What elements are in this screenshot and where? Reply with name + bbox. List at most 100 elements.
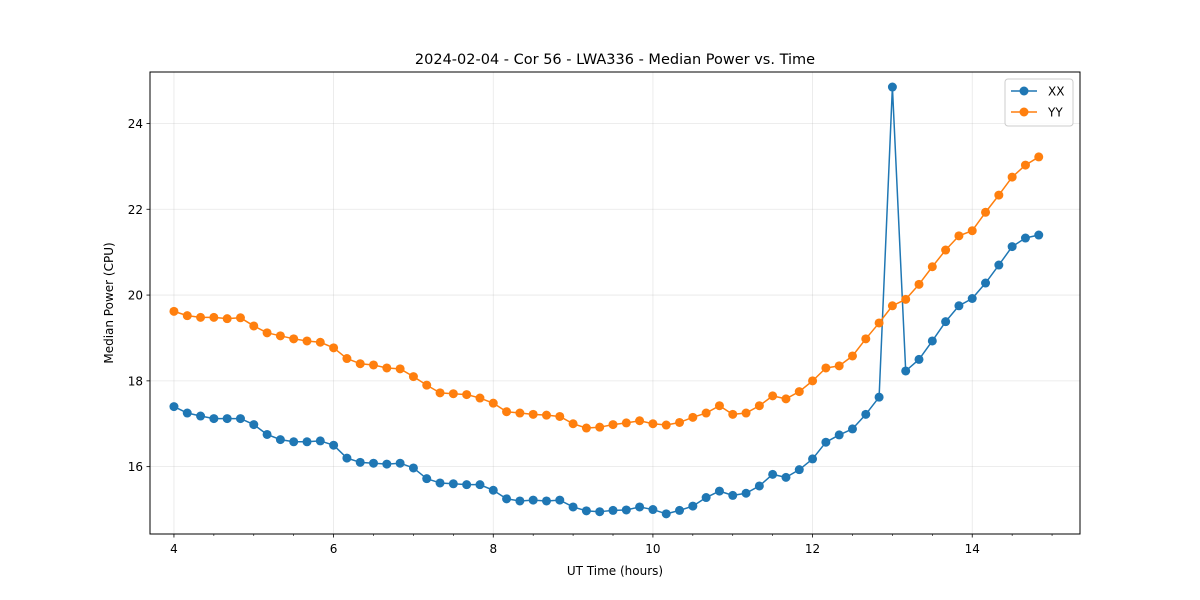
series-yy-point [728,409,738,419]
series-yy-point [981,207,991,217]
plot-frame [149,71,1081,535]
series-xx-point [435,478,445,488]
series-yy-point [555,411,565,421]
series-xx-point [262,429,272,439]
series-xx-point [821,437,831,447]
series-yy-point [196,312,206,322]
series-xx-point [874,392,884,402]
x-tick-label: 8 [489,542,497,556]
series-xx-point [701,493,711,503]
series-xx-point [462,480,472,490]
series-yy-point [808,376,818,386]
series-yy-point [289,334,299,344]
series-yy-point [781,394,791,404]
y-tick-label: 16 [128,460,143,474]
series-yy [169,152,1044,433]
series-xx-point [275,435,285,445]
series-yy-point [275,331,285,341]
series-yy-point [528,409,538,419]
series-yy-point [395,364,405,374]
axis-ticks: 4 6 8 10 12 14 16 18 20 22 24 [128,117,1053,556]
series-yy-point [847,351,857,361]
x-tick-label: 6 [330,542,338,556]
series-xx-point [781,472,791,482]
series-yy-point [675,417,685,427]
plot-area-background [150,72,1080,534]
series-xx-point [568,502,578,512]
series-xx-point [475,480,485,490]
series-yy-point [462,390,472,400]
series-xx-point [235,414,245,424]
series-yy-point [661,420,671,430]
series-yy-point [222,314,232,324]
series-xx-point [249,420,259,430]
series-xx-point [541,496,551,506]
series-yy-point [262,328,272,338]
legend-yy-marker [1019,107,1029,117]
series-xx-point [595,507,605,517]
series-xx-point [182,408,192,418]
series-xx-point [448,479,458,489]
x-tick-label: 4 [170,542,178,556]
series-xx-point [714,486,724,496]
series-yy-point [648,419,658,429]
series-xx-point [927,336,937,346]
legend-xx-label: XX [1048,85,1064,99]
series-xx-point [847,424,857,434]
legend-yy-label: YY [1047,106,1063,120]
series-yy-point [209,312,219,322]
series-yy-point [342,354,352,364]
series-xx-point [941,317,951,327]
series-yy-point [714,401,724,411]
series-xx-point [329,440,339,450]
series-yy-point [834,361,844,371]
series-yy-point [768,391,778,401]
series-yy-point [994,190,1004,200]
x-tick-label: 12 [805,542,820,556]
series-yy-point [954,231,964,241]
series-yy-point [927,262,937,272]
series-xx-point [581,506,591,516]
series-xx-point [515,496,525,506]
series-yy-point [315,337,325,347]
series-xx-point [209,414,219,424]
series-yy-point [1034,152,1044,162]
series-xx-point [768,469,778,479]
series-xx-point [1020,233,1030,243]
series-yy-point [595,422,605,432]
series-yy-point [169,306,179,316]
series-xx-point [408,463,418,473]
series-xx-point [621,505,631,515]
series-xx-point [342,453,352,463]
y-axis-label: Median Power (CPU) [102,242,116,363]
series-xx-point [688,501,698,511]
series-yy-point [754,401,764,411]
series-yy-point [794,387,804,397]
series-xx-point [635,502,645,512]
series-xx-point [887,82,897,92]
series-xx-point [502,494,512,504]
series-yy-point [448,389,458,399]
series-xx-point [355,457,365,467]
series-yy-point [182,311,192,321]
series-yy-point [608,420,618,430]
x-tick-label: 10 [645,542,660,556]
series-yy-point [901,294,911,304]
series-xx-point [794,465,804,475]
series-yy-point [701,408,711,418]
series-xx-point [382,459,392,469]
series-yy-point [1020,160,1030,170]
series-yy-point [475,393,485,403]
data-series [169,82,1044,519]
series-yy-point [821,363,831,373]
series-xx-point [661,509,671,519]
series-yy-point [861,334,871,344]
series-xx-point [981,278,991,288]
series-xx-point [369,458,379,468]
series-yy-point [688,412,698,422]
series-yy-point [941,245,951,255]
y-tick-label: 24 [128,117,143,131]
series-yy-point [515,408,525,418]
series-yy-point [967,226,977,236]
